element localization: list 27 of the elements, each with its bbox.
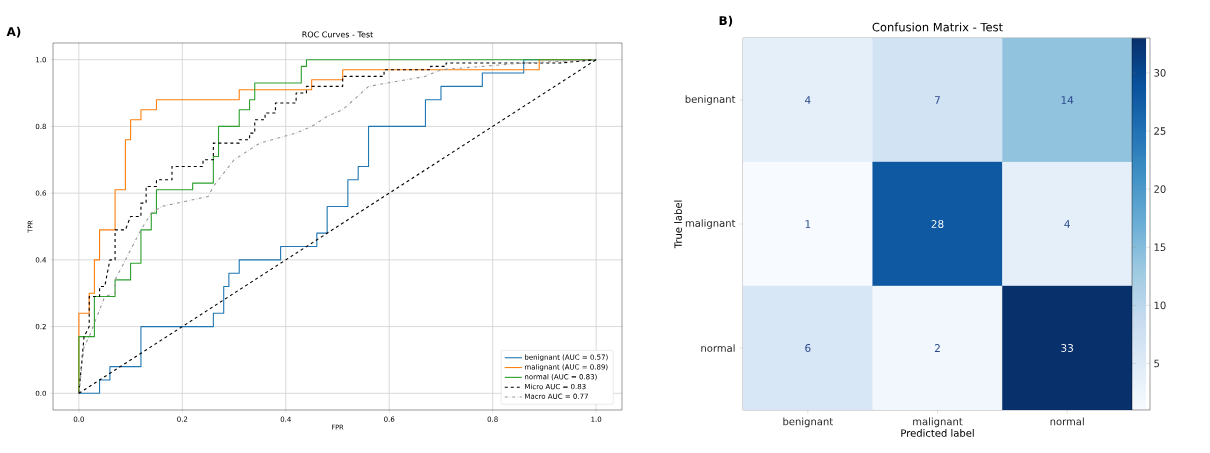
- chart-title: ROC Curves - Test: [302, 31, 374, 38]
- data-label: 4: [805, 96, 811, 104]
- y-tick-label: normal: [701, 344, 735, 352]
- data-label: 7: [935, 96, 940, 104]
- text: B): [719, 15, 733, 27]
- color-bar-label: 30: [1154, 69, 1166, 77]
- text: A): [6, 26, 21, 38]
- data-label: 4: [1064, 220, 1070, 228]
- data-label: 2: [934, 344, 940, 352]
- color-bar-label: 15: [1154, 243, 1166, 251]
- data-label: 6: [805, 344, 811, 352]
- color-bar-label: 10: [1154, 301, 1166, 310]
- color-bar-label: 25: [1154, 127, 1166, 135]
- y-tick-label: benignant: [685, 95, 736, 105]
- x-tick-label: benignant: [783, 417, 833, 428]
- data-label: 28: [931, 220, 944, 228]
- data-label: 33: [1061, 344, 1074, 352]
- x-tick-label: malignant: [913, 417, 963, 428]
- chart-title: Confusion Matrix - Test: [872, 22, 1003, 32]
- data-label: 1: [805, 220, 811, 228]
- y-tick-label: malignant: [685, 219, 736, 229]
- y-axis-title: True label: [674, 200, 682, 249]
- x-tick-label: normal: [1050, 417, 1084, 426]
- x-axis-title: Predicted label: [901, 429, 974, 437]
- color-bar-label: 5: [1154, 359, 1160, 368]
- color-bar-label: 20: [1154, 185, 1166, 193]
- data-label: 14: [1061, 96, 1074, 104]
